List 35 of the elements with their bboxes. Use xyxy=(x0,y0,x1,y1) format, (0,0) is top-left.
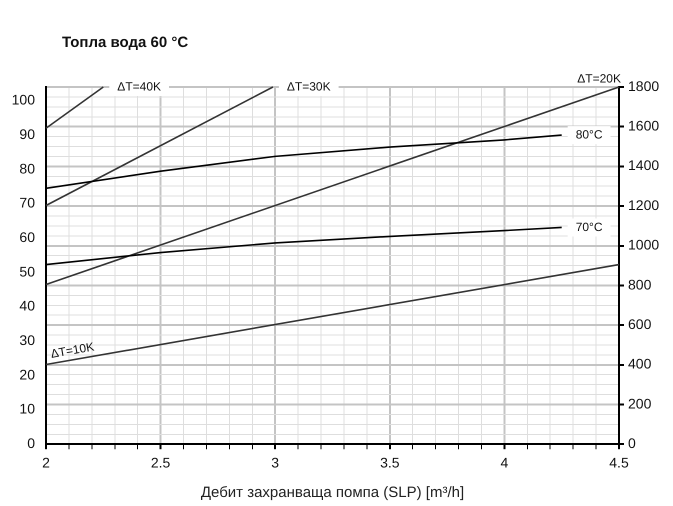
y-tick-label: 90 xyxy=(19,126,36,142)
x-tick-label: 2 xyxy=(42,454,50,470)
y2-tick-label: 1800 xyxy=(628,78,660,94)
series-label: 70°C xyxy=(576,220,603,234)
y2-tick-label: 200 xyxy=(628,395,652,412)
y2-tick-label: 800 xyxy=(628,276,652,292)
y-tick-label: 50 xyxy=(19,263,36,280)
series-label: ΔT=20K xyxy=(577,71,621,86)
x-tick-label: 2.5 xyxy=(150,454,171,470)
y2-tick-label: 400 xyxy=(628,356,652,372)
y-tick-label: 10 xyxy=(19,400,36,417)
y-tick-label: 100 xyxy=(12,92,36,108)
y2-tick-label: 0 xyxy=(628,435,636,452)
y2-tick-label: 1200 xyxy=(628,196,660,213)
series-label: ΔT=30K xyxy=(286,79,331,94)
text: ΔT=10K xyxy=(50,340,96,361)
y-tick-label: 70 xyxy=(19,194,36,211)
chart-title: Топла вода 60 °C xyxy=(62,34,188,52)
y-tick-label: 20 xyxy=(19,366,36,382)
x-tick-label: 3.5 xyxy=(380,454,400,470)
x-tick-label: 4 xyxy=(500,454,508,470)
x-tick-label: 3 xyxy=(271,454,280,470)
x-tick-label: 4.5 xyxy=(609,454,629,470)
y-tick-label: 60 xyxy=(19,228,36,245)
y2-tick-label: 1600 xyxy=(628,118,660,134)
series-label: 80°C xyxy=(576,127,603,142)
y-tick-label: 40 xyxy=(19,298,36,314)
y-tick-label: 30 xyxy=(19,332,36,348)
x-axis-title: Дебит захранваща помпа (SLP) [m³/h] xyxy=(200,484,464,502)
y2-tick-label: 1000 xyxy=(628,236,660,253)
y2-tick-label: 1400 xyxy=(628,157,660,174)
y-tick-label: 80 xyxy=(19,160,36,176)
y-tick-label: 0 xyxy=(27,435,36,452)
series-label: ΔT=40K xyxy=(117,79,162,94)
y2-tick-label: 600 xyxy=(628,316,652,332)
